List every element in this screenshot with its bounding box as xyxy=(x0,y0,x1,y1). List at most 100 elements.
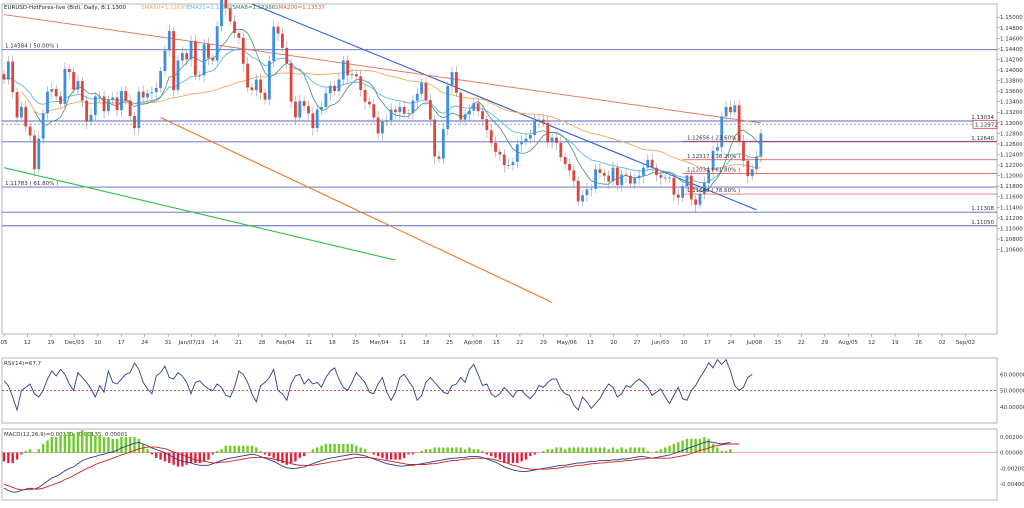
main-pane-border xyxy=(1,3,998,335)
macd-histogram-bar xyxy=(646,450,649,453)
macd-y-tick-label: 0.00200 xyxy=(1000,435,1023,441)
candle-bear xyxy=(128,100,132,116)
macd-histogram-bar xyxy=(724,450,728,453)
x-tick-label: 31 xyxy=(165,340,172,346)
macd-histogram-bar xyxy=(590,447,593,453)
candle-bull xyxy=(507,165,510,166)
macd-histogram-bar xyxy=(102,437,106,453)
fib-label: 1.12317 ( 38.20% ) xyxy=(687,154,740,160)
candle-bear xyxy=(650,159,654,168)
macd-histogram-bar xyxy=(698,438,702,453)
macd-histogram-bar xyxy=(629,447,632,453)
macd-histogram-bar xyxy=(389,452,393,460)
candle-bull xyxy=(711,150,715,171)
candle-bear xyxy=(563,157,567,164)
macd-histogram-bar xyxy=(268,452,271,457)
macd-histogram-bar xyxy=(568,447,571,453)
macd-histogram-bar xyxy=(581,447,584,453)
candle-bear xyxy=(80,81,84,101)
candle-bear xyxy=(607,175,611,182)
candle-bull xyxy=(220,0,223,27)
candle-bull xyxy=(637,175,641,179)
y-tick-label: 1.13400 xyxy=(1000,100,1023,106)
y-tick-label: 1.11200 xyxy=(1000,216,1023,222)
current-price-label: 1.12972 xyxy=(975,122,998,128)
candle-bear xyxy=(237,33,241,38)
macd-histogram-bar xyxy=(98,435,101,453)
candle-bull xyxy=(515,144,519,162)
macd-histogram-bar xyxy=(481,450,484,453)
x-tick-label: Jul/08 xyxy=(746,340,763,346)
candle-bear xyxy=(428,100,432,120)
macd-histogram-bar xyxy=(511,452,515,464)
hline-label: 1.14384 ( 50.00% ) xyxy=(5,44,58,50)
candle-bear xyxy=(476,103,480,112)
candle-bull xyxy=(385,120,389,122)
candle-bull xyxy=(724,106,728,117)
y-tick-label: 1.11800 xyxy=(1000,184,1023,190)
candle-bear xyxy=(729,106,732,113)
macd-histogram-bar xyxy=(172,452,175,465)
macd-histogram-bar xyxy=(594,447,597,453)
macd-histogram-bar xyxy=(89,431,93,453)
macd-histogram-bar xyxy=(611,447,615,453)
candle-bear xyxy=(655,167,658,176)
y-tick-label: 1.14200 xyxy=(1000,57,1023,63)
macd-histogram-bar xyxy=(124,437,127,453)
macd-histogram-bar xyxy=(420,450,423,453)
macd-histogram-bar xyxy=(455,447,458,453)
candle-bull xyxy=(702,182,706,195)
candle-bull xyxy=(589,188,593,190)
x-tick-label: Apr/08 xyxy=(464,340,483,346)
macd-histogram-bar xyxy=(289,452,293,464)
candle-bear xyxy=(359,76,363,91)
candle-bull xyxy=(341,60,345,80)
candle-bull xyxy=(389,109,393,121)
y-tick-label: 1.14400 xyxy=(1000,47,1023,53)
macd-histogram-bar xyxy=(198,452,201,464)
macd-histogram-bar xyxy=(664,447,667,453)
y-tick-label: 1.12800 xyxy=(1000,131,1023,137)
candle-bear xyxy=(54,89,58,97)
rsi-y-tick-label: 50.00000 xyxy=(1000,389,1024,395)
candle-bull xyxy=(320,106,323,110)
candle-bull xyxy=(681,186,684,198)
macd-histogram-bar xyxy=(255,447,258,453)
macd-histogram-bar xyxy=(555,447,558,453)
candle-bull xyxy=(642,167,645,176)
candle-bear xyxy=(502,154,506,166)
candle-bull xyxy=(6,61,10,80)
macd-histogram-bar xyxy=(307,452,310,454)
candle-bear xyxy=(102,96,106,112)
x-tick-label: 15 xyxy=(493,340,500,346)
macd-histogram-bar xyxy=(242,445,245,453)
x-tick-label: Mar/04 xyxy=(370,340,390,346)
macd-histogram-bar xyxy=(685,438,689,453)
y-tick-label: 1.11000 xyxy=(1000,226,1023,232)
macd-histogram-bar xyxy=(468,447,471,453)
candle-bull xyxy=(189,40,193,60)
indicator-label: SMA8=1.12986 xyxy=(232,5,275,11)
sma200-line xyxy=(3,14,761,124)
x-tick-label: 19 xyxy=(47,340,54,346)
macd-histogram-bar xyxy=(407,452,410,455)
y-tick-label: 1.12400 xyxy=(1000,152,1023,158)
macd-histogram-bar xyxy=(411,452,415,455)
candle-bear xyxy=(2,74,6,80)
macd-y-tick-label: 0.00000 xyxy=(1000,451,1023,457)
macd-histogram-bar xyxy=(616,449,619,453)
candle-bear xyxy=(33,135,36,170)
candle-bull xyxy=(146,93,149,98)
candle-bull xyxy=(415,93,419,101)
candle-bull xyxy=(272,26,276,62)
macd-histogram-bar xyxy=(233,445,236,453)
rsi-y-tick-label: 40.00000 xyxy=(1000,405,1024,411)
x-tick-label: 28 xyxy=(258,340,265,346)
macd-histogram-bar xyxy=(259,450,262,453)
candle-bear xyxy=(141,91,145,98)
macd-histogram-bar xyxy=(207,452,210,460)
candle-bear xyxy=(489,130,493,143)
candle-bull xyxy=(663,177,667,179)
